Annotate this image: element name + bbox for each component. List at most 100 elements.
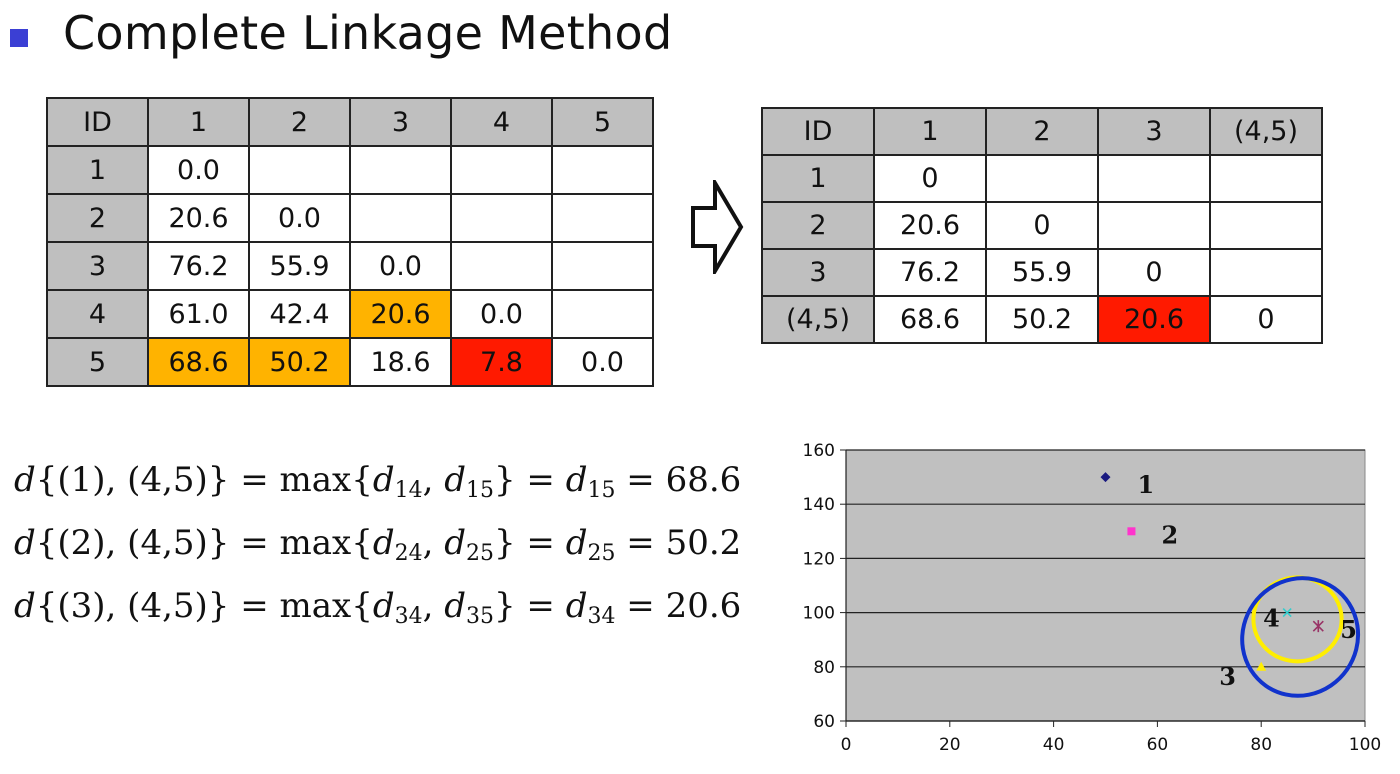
distance-cell: 0.0	[450, 289, 553, 339]
x-tick-label: 0	[841, 735, 852, 755]
row-id-cell: 4	[46, 289, 149, 339]
point-2	[1127, 527, 1136, 536]
distance-cell: 0	[1097, 248, 1211, 297]
distance-cell	[551, 145, 654, 195]
title-bullet	[10, 29, 28, 47]
x-tick-label: 20	[939, 735, 961, 755]
row-id-cell: 1	[46, 145, 149, 195]
distance-matrix-merged: ID 1 2 3 (4,5) 1 0 2 20.6 0 3 76.2 55.9 0 (4,5) 68.6 50.…	[761, 107, 1323, 344]
distance-cell: 0.0	[349, 241, 452, 291]
x-tick-label: 100	[1349, 735, 1381, 755]
slide-title: Complete Linkage Method	[63, 6, 673, 60]
point-4	[1282, 608, 1292, 618]
formula-line: d{(1), (4,5)} = max{d14, d15} = d15 = 68…	[14, 460, 742, 503]
x-tick-label: 40	[1043, 735, 1065, 755]
header-cell: ID	[761, 107, 875, 156]
header-cell: 2	[248, 97, 351, 147]
complete-linkage-formulas: d{(1), (4,5)} = max{d14, d15} = d15 = 68…	[14, 460, 741, 649]
distance-cell	[551, 193, 654, 243]
distance-cell: 0	[873, 154, 987, 203]
row-id-cell: (4,5)	[761, 295, 875, 344]
right-header-row: ID 1 2 3 (4,5)	[761, 107, 1323, 156]
row-id-cell: 3	[761, 248, 875, 297]
distance-cell	[450, 193, 553, 243]
distance-cell: 0	[1209, 295, 1323, 344]
table-row: 2 20.6 0	[761, 201, 1323, 250]
header-cell: (4,5)	[1209, 107, 1323, 156]
row-id-cell: 1	[761, 154, 875, 203]
distance-cell: 20.6	[147, 193, 250, 243]
highlighted-distance-cell: 50.2	[248, 337, 351, 387]
header-cell: ID	[46, 97, 149, 147]
distance-cell	[1209, 248, 1323, 297]
row-id-cell: 2	[46, 193, 149, 243]
distance-cell: 55.9	[248, 241, 351, 291]
point-3	[1256, 661, 1267, 671]
highlighted-distance-cell: 7.8	[450, 337, 553, 387]
header-cell: 5	[551, 97, 654, 147]
y-tick-label: 60	[813, 712, 835, 732]
point-label-2: 2	[1161, 520, 1178, 549]
distance-cell	[985, 154, 1099, 203]
y-tick-label: 100	[803, 604, 835, 624]
distance-cell: 76.2	[147, 241, 250, 291]
table-row: 2 20.6 0.0	[46, 193, 654, 243]
point-label-5: 5	[1340, 615, 1357, 644]
distance-cell: 68.6	[873, 295, 987, 344]
header-cell: 3	[1097, 107, 1211, 156]
highlighted-distance-cell: 68.6	[147, 337, 250, 387]
point-5	[1312, 620, 1324, 633]
distance-cell	[248, 145, 351, 195]
distance-cell: 18.6	[349, 337, 452, 387]
distance-cell	[1209, 154, 1323, 203]
distance-cell	[1097, 201, 1211, 250]
y-tick-label: 160	[803, 441, 835, 461]
distance-cell: 0.0	[248, 193, 351, 243]
distance-cell	[349, 193, 452, 243]
cluster-ellipse	[1240, 576, 1361, 698]
distance-matrix-initial: ID 1 2 3 4 5 1 0.0 2 20.6 0.0 3 76.2 55.9 0.0 4 61.0 42.4…	[46, 97, 654, 387]
table-row: (4,5) 68.6 50.2 20.6 0	[761, 295, 1323, 344]
point-label-4: 4	[1263, 604, 1280, 633]
header-cell: 2	[985, 107, 1099, 156]
header-cell: 3	[349, 97, 452, 147]
distance-cell	[450, 145, 553, 195]
table-row: 3 76.2 55.9 0	[761, 248, 1323, 297]
point-label-3: 3	[1219, 662, 1236, 691]
point-label-1: 1	[1138, 470, 1155, 499]
distance-cell: 61.0	[147, 289, 250, 339]
left-header-row: ID 1 2 3 4 5	[46, 97, 654, 147]
x-tick-label: 60	[1147, 735, 1169, 755]
distance-cell	[551, 241, 654, 291]
table-row: 4 61.0 42.4 20.6 0.0	[46, 289, 654, 339]
distance-cell: 0.0	[147, 145, 250, 195]
row-id-cell: 3	[46, 241, 149, 291]
y-tick-label: 80	[813, 658, 835, 678]
distance-cell	[349, 145, 452, 195]
x-tick-label: 80	[1250, 735, 1272, 755]
distance-cell: 0	[985, 201, 1099, 250]
distance-cell	[1209, 201, 1323, 250]
y-tick-label: 140	[803, 495, 835, 515]
row-id-cell: 2	[761, 201, 875, 250]
header-cell: 1	[147, 97, 250, 147]
table-row: 5 68.6 50.2 18.6 7.8 0.0	[46, 337, 654, 387]
distance-cell: 0.0	[551, 337, 654, 387]
formula-line: d{(3), (4,5)} = max{d34, d35} = d34 = 20…	[14, 586, 742, 629]
y-tick-label: 120	[803, 549, 835, 569]
right-arrow-icon	[691, 180, 744, 274]
distance-cell	[1097, 154, 1211, 203]
point-1	[1100, 472, 1111, 483]
row-id-cell: 5	[46, 337, 149, 387]
distance-cell: 76.2	[873, 248, 987, 297]
distance-cell: 20.6	[873, 201, 987, 250]
distance-cell: 50.2	[985, 295, 1099, 344]
table-row: 3 76.2 55.9 0.0	[46, 241, 654, 291]
table-row: 1 0.0	[46, 145, 654, 195]
formula-line: d{(2), (4,5)} = max{d24, d25} = d25 = 50…	[14, 523, 742, 566]
highlighted-distance-cell: 20.6	[1097, 295, 1211, 344]
distance-cell	[450, 241, 553, 291]
distance-cell: 55.9	[985, 248, 1099, 297]
